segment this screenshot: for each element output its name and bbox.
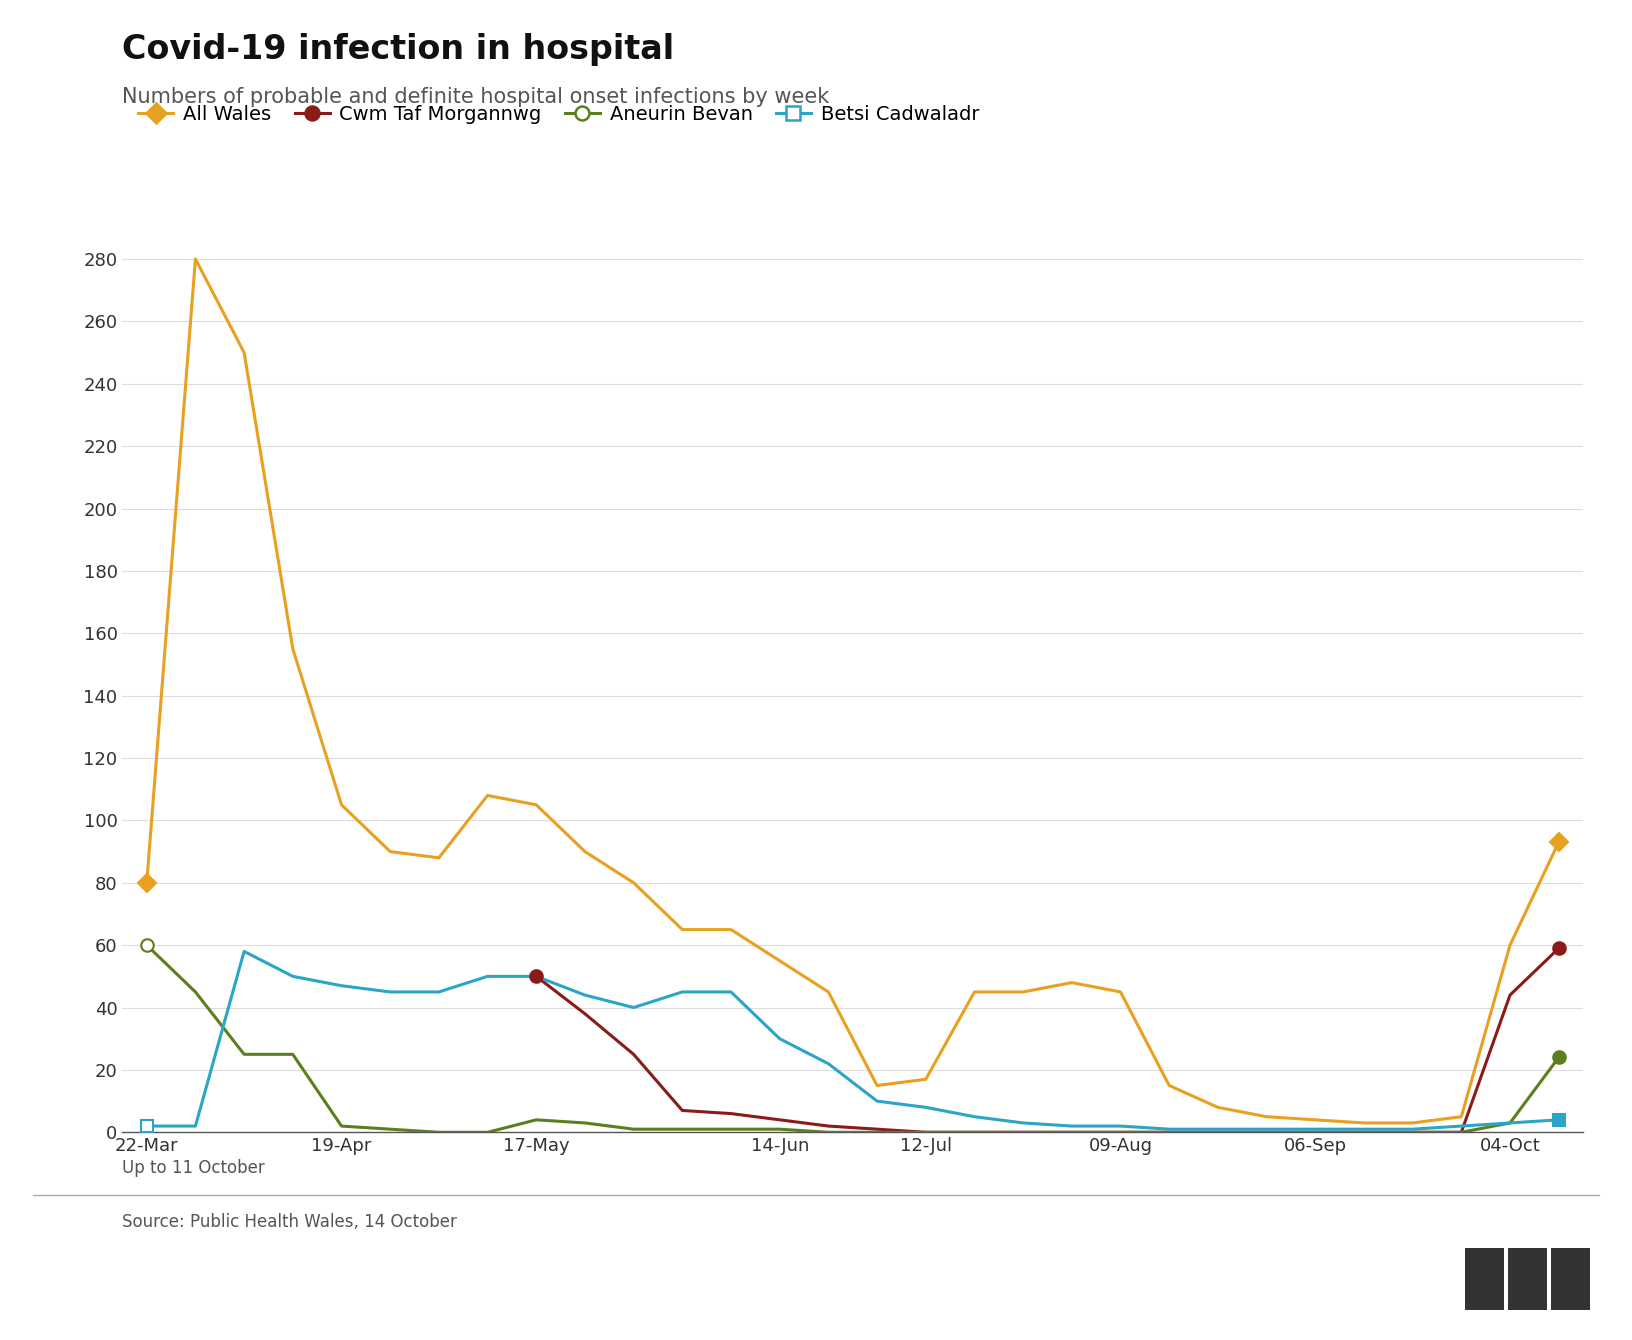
Text: C: C <box>1563 1270 1577 1288</box>
Text: B: B <box>1521 1270 1534 1288</box>
Text: B: B <box>1477 1270 1492 1288</box>
Text: Up to 11 October: Up to 11 October <box>122 1159 264 1177</box>
FancyBboxPatch shape <box>1466 1248 1503 1311</box>
FancyBboxPatch shape <box>1508 1248 1547 1311</box>
Legend: All Wales, Cwm Taf Morgannwg, Aneurin Bevan, Betsi Cadwaladr: All Wales, Cwm Taf Morgannwg, Aneurin Be… <box>131 98 987 131</box>
Text: Source: Public Health Wales, 14 October: Source: Public Health Wales, 14 October <box>122 1213 457 1230</box>
Text: Covid-19 infection in hospital: Covid-19 infection in hospital <box>122 34 674 67</box>
Text: Numbers of probable and definite hospital onset infections by week: Numbers of probable and definite hospita… <box>122 87 829 107</box>
FancyBboxPatch shape <box>1550 1248 1590 1311</box>
